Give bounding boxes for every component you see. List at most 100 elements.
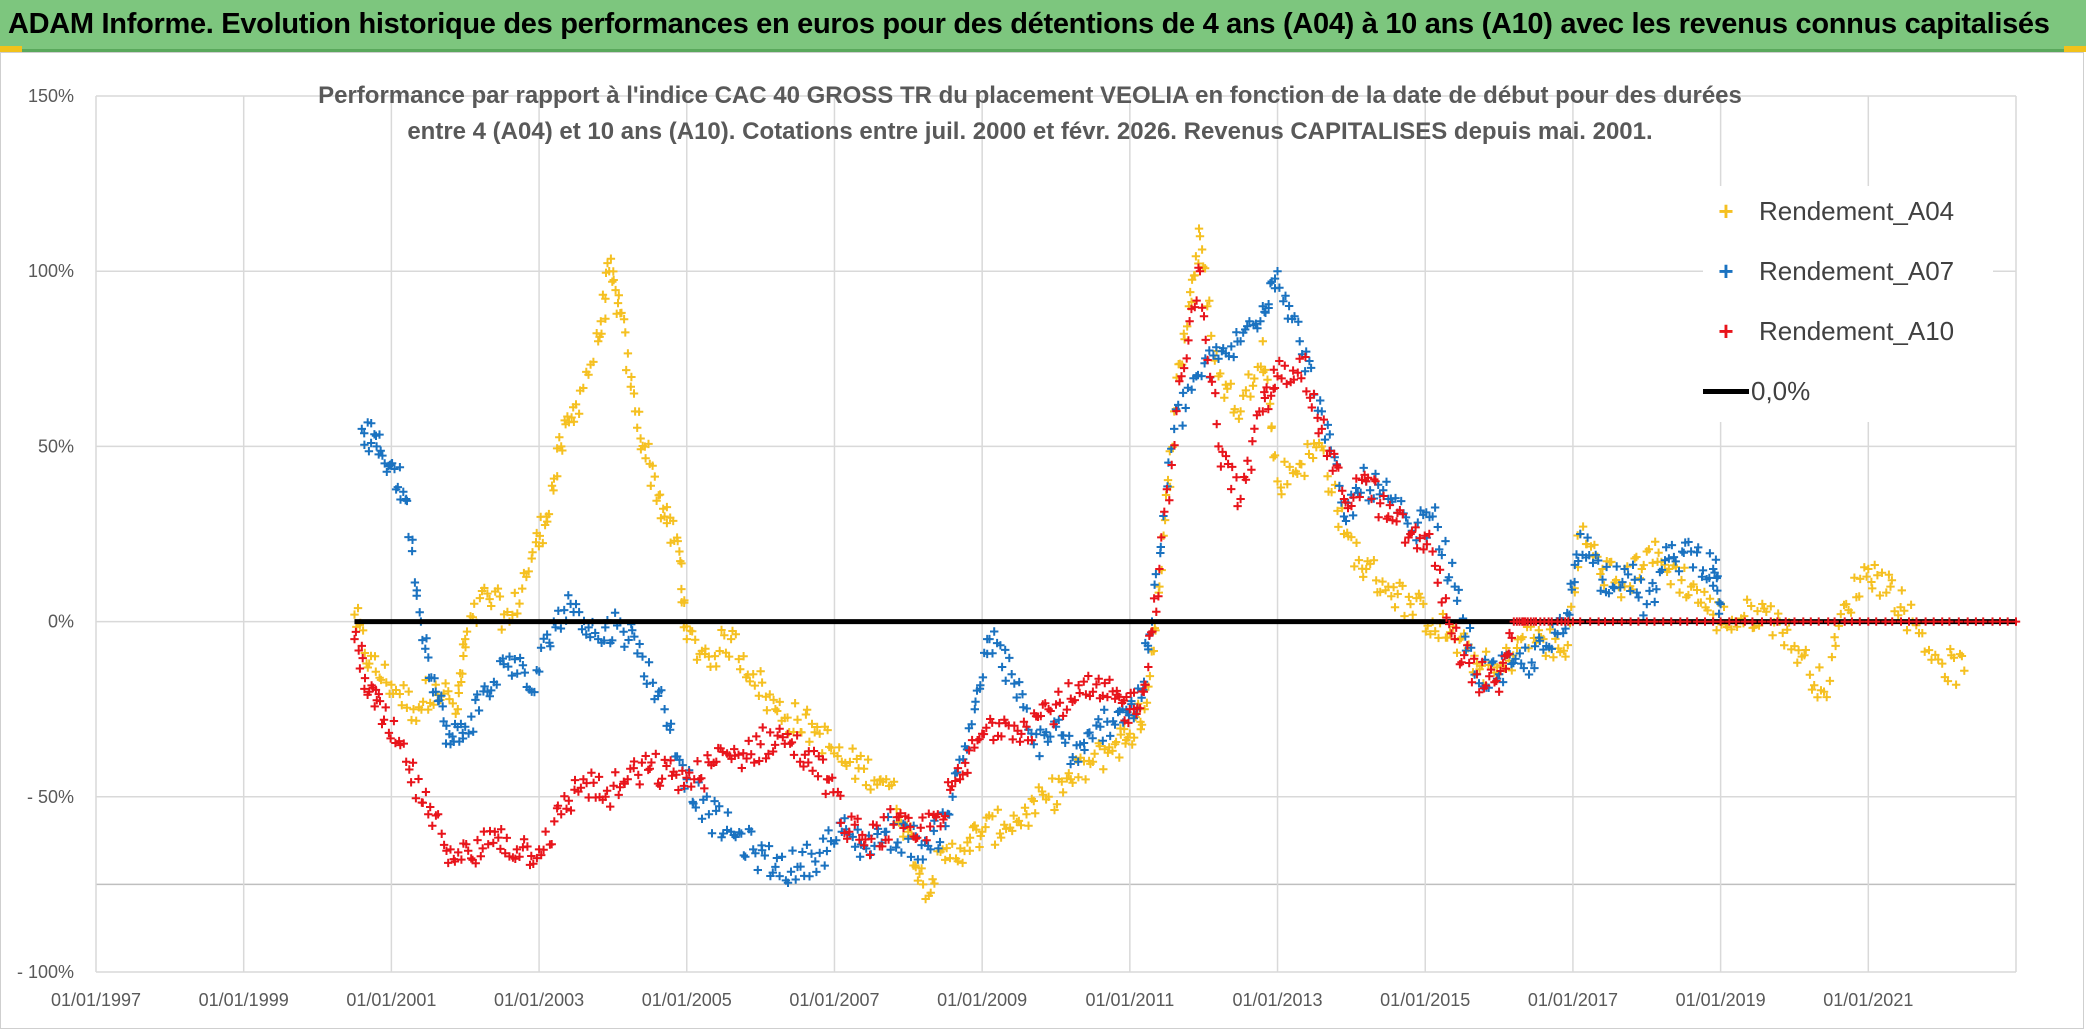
chart-title: Performance par rapport à l'indice CAC 4…: [300, 78, 1760, 150]
point-a10: [1203, 355, 1212, 365]
point-a04: [1644, 545, 1654, 554]
point-a07: [1054, 715, 1063, 724]
point-a10: [1435, 565, 1445, 574]
point-a10: [1731, 617, 1741, 626]
point-a07: [487, 686, 496, 695]
point-a04: [1280, 457, 1289, 466]
point-a07: [1275, 283, 1284, 292]
point-a04: [1246, 392, 1255, 401]
point-a07: [1567, 585, 1576, 594]
point-a04: [1563, 640, 1572, 650]
point-a10: [1172, 406, 1181, 416]
point-a10: [1015, 737, 1025, 746]
point-a07: [1106, 731, 1115, 741]
point-a04: [1116, 730, 1125, 739]
point-a10: [418, 798, 427, 807]
point-a04: [613, 298, 623, 308]
point-a04: [783, 713, 792, 722]
point-a10: [1411, 523, 1420, 532]
point-a10: [958, 770, 967, 779]
point-a04: [350, 610, 359, 619]
series-a10: [350, 263, 2021, 870]
point-a07: [1559, 628, 1568, 638]
point-a10: [357, 641, 366, 651]
point-a04: [866, 785, 875, 794]
point-a10: [1407, 527, 1417, 537]
point-a04: [1108, 746, 1117, 756]
point-a04: [412, 716, 421, 725]
point-a10: [1266, 391, 1276, 400]
point-a07: [1273, 267, 1282, 276]
point-a10: [913, 833, 922, 842]
point-a04: [1611, 575, 1621, 585]
point-a07: [1088, 734, 1097, 743]
point-a10: [644, 765, 653, 775]
point-a07: [1305, 356, 1314, 366]
point-a10: [775, 724, 784, 733]
point-a04: [1095, 741, 1104, 751]
point-a04: [1265, 399, 1275, 408]
point-a07: [399, 487, 408, 496]
point-a07: [978, 673, 988, 682]
point-a04: [682, 634, 691, 644]
point-a10: [1463, 641, 1472, 650]
point-a10: [1270, 383, 1280, 393]
point-a07: [739, 851, 748, 860]
point-a04: [503, 607, 512, 617]
point-a10: [1425, 529, 1434, 539]
point-a10: [821, 789, 830, 799]
point-a07: [467, 712, 476, 721]
point-a07: [536, 643, 546, 652]
point-a04: [1534, 626, 1543, 635]
point-a07: [1279, 297, 1288, 306]
point-a10: [1700, 617, 1710, 626]
point-a04: [1774, 609, 1783, 618]
point-a04: [1578, 522, 1588, 531]
point-a04: [1194, 224, 1204, 233]
point-a04: [972, 825, 981, 834]
point-a10: [1062, 705, 1072, 714]
point-a10: [1683, 617, 1692, 626]
point-a04: [978, 827, 987, 836]
point-a04: [1250, 374, 1259, 383]
point-a04: [641, 454, 650, 463]
point-a10: [1415, 533, 1424, 543]
point-a10: [444, 858, 453, 868]
point-a07: [760, 851, 769, 860]
point-a04: [579, 383, 588, 393]
point-a10: [1027, 736, 1037, 745]
point-a04: [918, 880, 928, 889]
point-a07: [747, 827, 756, 836]
point-a10: [547, 840, 556, 849]
point-a07: [376, 446, 385, 455]
x-axis-ticks: 01/01/1997 01/01/1999 01/01/2001 01/01/2003…: [51, 990, 1913, 1010]
point-a10: [1162, 485, 1172, 494]
point-a07: [1219, 344, 1228, 353]
point-a07: [410, 578, 420, 587]
point-a04: [930, 879, 939, 888]
point-a04: [1406, 599, 1415, 609]
point-a10: [1988, 617, 1997, 626]
point-a04: [1897, 586, 1906, 595]
point-a04: [1946, 644, 1955, 654]
point-a04: [606, 254, 616, 263]
point-a04: [743, 670, 752, 679]
point-a10: [1144, 662, 1153, 672]
point-a10: [1486, 665, 1496, 674]
point-a07: [1300, 367, 1310, 376]
point-a04: [1794, 646, 1803, 655]
point-a10: [1049, 720, 1058, 729]
point-a07: [798, 847, 807, 857]
point-a10: [693, 757, 702, 766]
point-a07: [704, 810, 714, 819]
point-a10: [1192, 296, 1201, 305]
point-a10: [426, 802, 435, 812]
point-a10: [1201, 335, 1210, 345]
point-a07: [591, 628, 600, 638]
point-a10: [496, 844, 505, 854]
point-a04: [1014, 816, 1024, 826]
point-a10: [1496, 666, 1505, 676]
point-a10: [527, 851, 536, 861]
point-a07: [408, 535, 417, 544]
point-a04: [543, 517, 552, 526]
